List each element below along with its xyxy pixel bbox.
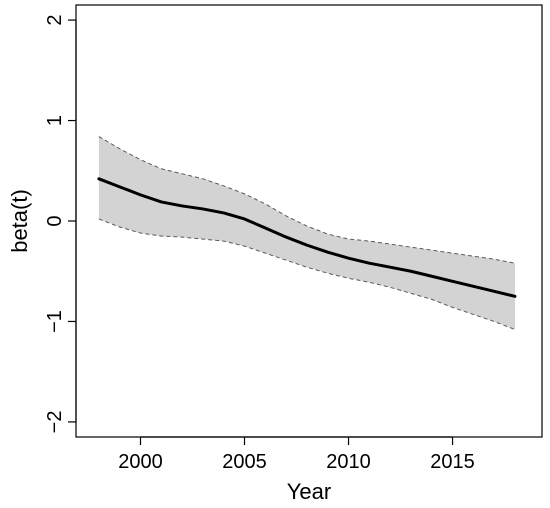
x-axis-title: Year <box>287 479 331 504</box>
y-axis: −2 −1 0 1 2 <box>44 15 77 434</box>
estimate-line <box>97 177 517 298</box>
upper-band-line <box>98 136 516 264</box>
y-tick-label: −1 <box>44 310 66 333</box>
x-tick-label: 2005 <box>222 451 267 473</box>
x-tick-label: 2015 <box>430 451 475 473</box>
y-tick-label: 0 <box>44 215 66 226</box>
estimate-line-layer <box>97 177 517 298</box>
y-tick-label: 1 <box>44 115 66 126</box>
lower-band-line <box>98 218 516 330</box>
x-axis: 2000 2005 2010 2015 <box>118 436 475 473</box>
confidence-band-layer <box>98 136 516 330</box>
y-axis-title: beta(t) <box>7 189 32 253</box>
y-tick-label: −2 <box>44 411 66 434</box>
confidence-band-area <box>98 136 515 330</box>
y-tick-label: 2 <box>44 15 66 26</box>
x-tick-label: 2000 <box>118 451 163 473</box>
x-tick-label: 2010 <box>326 451 371 473</box>
